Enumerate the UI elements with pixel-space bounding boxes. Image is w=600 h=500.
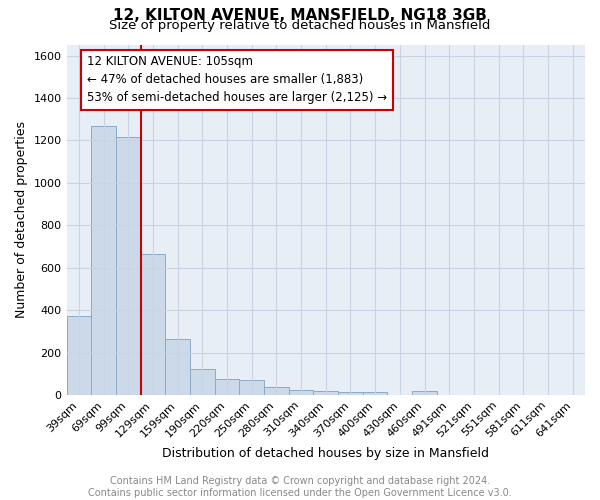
Text: Size of property relative to detached houses in Mansfield: Size of property relative to detached ho…: [109, 18, 491, 32]
Bar: [264, 388, 289, 395]
Y-axis label: Number of detached properties: Number of detached properties: [15, 122, 28, 318]
Bar: [289, 390, 313, 395]
Text: Contains HM Land Registry data © Crown copyright and database right 2024.
Contai: Contains HM Land Registry data © Crown c…: [88, 476, 512, 498]
Text: 12 KILTON AVENUE: 105sqm
← 47% of detached houses are smaller (1,883)
53% of sem: 12 KILTON AVENUE: 105sqm ← 47% of detach…: [87, 56, 388, 104]
Bar: [116, 138, 140, 395]
Bar: [313, 391, 338, 395]
Bar: [165, 338, 190, 395]
X-axis label: Distribution of detached houses by size in Mansfield: Distribution of detached houses by size …: [162, 447, 489, 460]
Bar: [91, 126, 116, 395]
Bar: [67, 316, 91, 395]
Bar: [190, 370, 215, 395]
Bar: [412, 391, 437, 395]
Bar: [239, 380, 264, 395]
Bar: [140, 254, 165, 395]
Bar: [363, 392, 388, 395]
Bar: [215, 379, 239, 395]
Bar: [338, 392, 363, 395]
Text: 12, KILTON AVENUE, MANSFIELD, NG18 3GB: 12, KILTON AVENUE, MANSFIELD, NG18 3GB: [113, 8, 487, 22]
